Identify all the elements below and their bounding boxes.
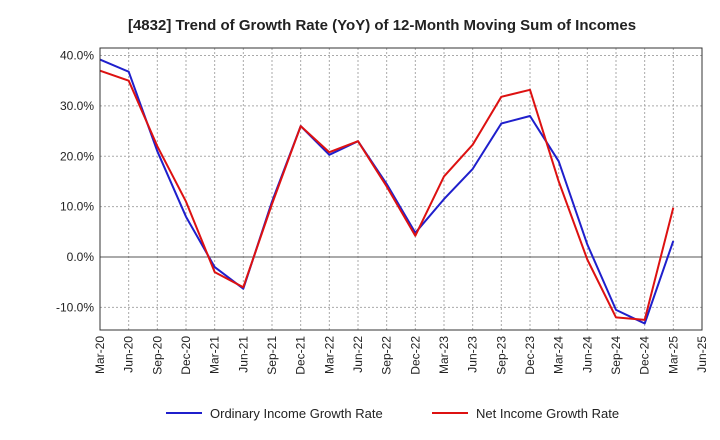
y-tick-label: 30.0% (60, 99, 94, 113)
x-tick-label: Dec-23 (523, 336, 537, 375)
legend-label-2: Net Income Growth Rate (476, 406, 619, 421)
y-tick-label: 40.0% (60, 49, 94, 63)
plot-frame (99, 47, 703, 331)
legend: Ordinary Income Growth Rate Net Income Gr… (166, 406, 619, 421)
x-tick-label: Mar-25 (666, 336, 680, 374)
x-tick-label: Jun-25 (695, 336, 709, 373)
x-tick-label: Jun-20 (122, 336, 136, 373)
x-tick-label: Jun-22 (351, 336, 365, 373)
series-line-2 (99, 69, 675, 321)
x-tick-label: Sep-21 (265, 336, 279, 375)
grid (99, 48, 703, 330)
x-tick-label: Sep-23 (494, 336, 508, 375)
x-tick-label: Dec-22 (408, 336, 422, 375)
y-tick-label: 0.0% (67, 250, 95, 264)
x-tick-label: Sep-20 (150, 336, 164, 375)
x-axis: Mar-20 Jun-20 Sep-20 Dec-20 Mar-21 Jun-21 Sep-… (93, 336, 709, 375)
x-tick-label: Sep-22 (380, 336, 394, 375)
y-tick-label: 10.0% (60, 200, 94, 214)
chart-title: [4832] Trend of Growth Rate (YoY) of 12-… (128, 17, 636, 34)
x-tick-label: Mar-22 (322, 336, 336, 374)
x-tick-label: Mar-20 (93, 336, 107, 374)
x-tick-label: Jun-23 (466, 336, 480, 373)
series-lines (99, 58, 675, 325)
x-tick-label: Jun-24 (580, 336, 594, 373)
y-tick-label: 20.0% (60, 149, 94, 163)
y-tick-label: -10.0% (56, 300, 94, 314)
x-tick-label: Mar-21 (208, 336, 222, 374)
series-line-1 (99, 58, 675, 325)
legend-label-1: Ordinary Income Growth Rate (210, 406, 383, 421)
x-tick-label: Dec-24 (638, 336, 652, 375)
x-tick-label: Dec-20 (179, 336, 193, 375)
x-tick-label: Mar-23 (437, 336, 451, 374)
x-tick-label: Jun-21 (236, 336, 250, 373)
x-tick-label: Dec-21 (294, 336, 308, 375)
x-tick-label: Sep-24 (609, 336, 623, 375)
x-tick-label: Mar-24 (552, 336, 566, 374)
y-axis: -10.0% 0.0% 10.0% 20.0% 30.0% 40.0% (56, 49, 94, 315)
